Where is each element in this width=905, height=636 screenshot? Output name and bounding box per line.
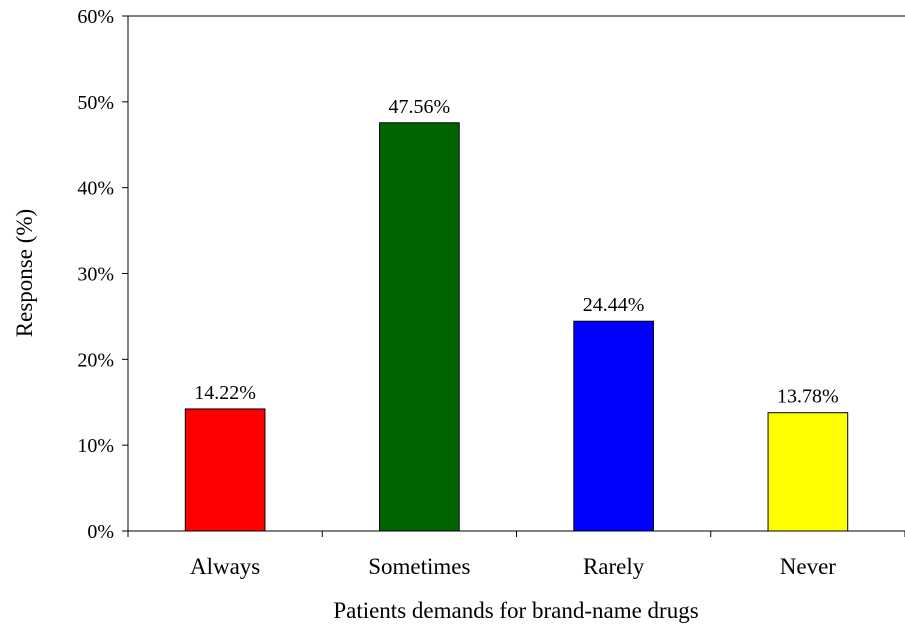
category-label-never: Never: [780, 554, 837, 579]
bar-always: [184, 408, 266, 532]
y-tick-label: 20%: [77, 349, 114, 371]
y-tick-label: 50%: [77, 92, 114, 114]
y-tick-label: 10%: [77, 435, 114, 457]
y-tick-label: 0%: [87, 521, 114, 543]
category-labels: Always Sometimes Rarely Never: [190, 554, 836, 579]
bar-sometimes: [379, 122, 460, 532]
bars: [184, 122, 849, 532]
y-tick-label: 40%: [77, 178, 114, 200]
y-axis-title: Response (%): [12, 209, 37, 337]
category-label-sometimes: Sometimes: [368, 554, 470, 579]
x-axis-title: Patients demands for brand-name drugs: [333, 598, 698, 623]
data-label-never: 13.78%: [777, 386, 839, 408]
x-axis-ticks: [127, 531, 905, 537]
y-axis-ticks: 0% 10% 20% 30% 40% 50% 60%: [77, 6, 128, 543]
data-label-sometimes: 47.56%: [389, 96, 451, 118]
category-label-always: Always: [190, 554, 260, 579]
bar-never: [767, 412, 849, 532]
data-label-always: 14.22%: [194, 382, 256, 404]
data-labels: 14.22% 47.56% 24.44% 13.78%: [194, 96, 838, 408]
y-tick-label: 30%: [77, 264, 114, 286]
category-label-rarely: Rarely: [583, 554, 645, 579]
data-label-rarely: 24.44%: [583, 294, 645, 316]
y-tick-label: 60%: [77, 6, 114, 28]
bar-rarely: [573, 320, 654, 532]
